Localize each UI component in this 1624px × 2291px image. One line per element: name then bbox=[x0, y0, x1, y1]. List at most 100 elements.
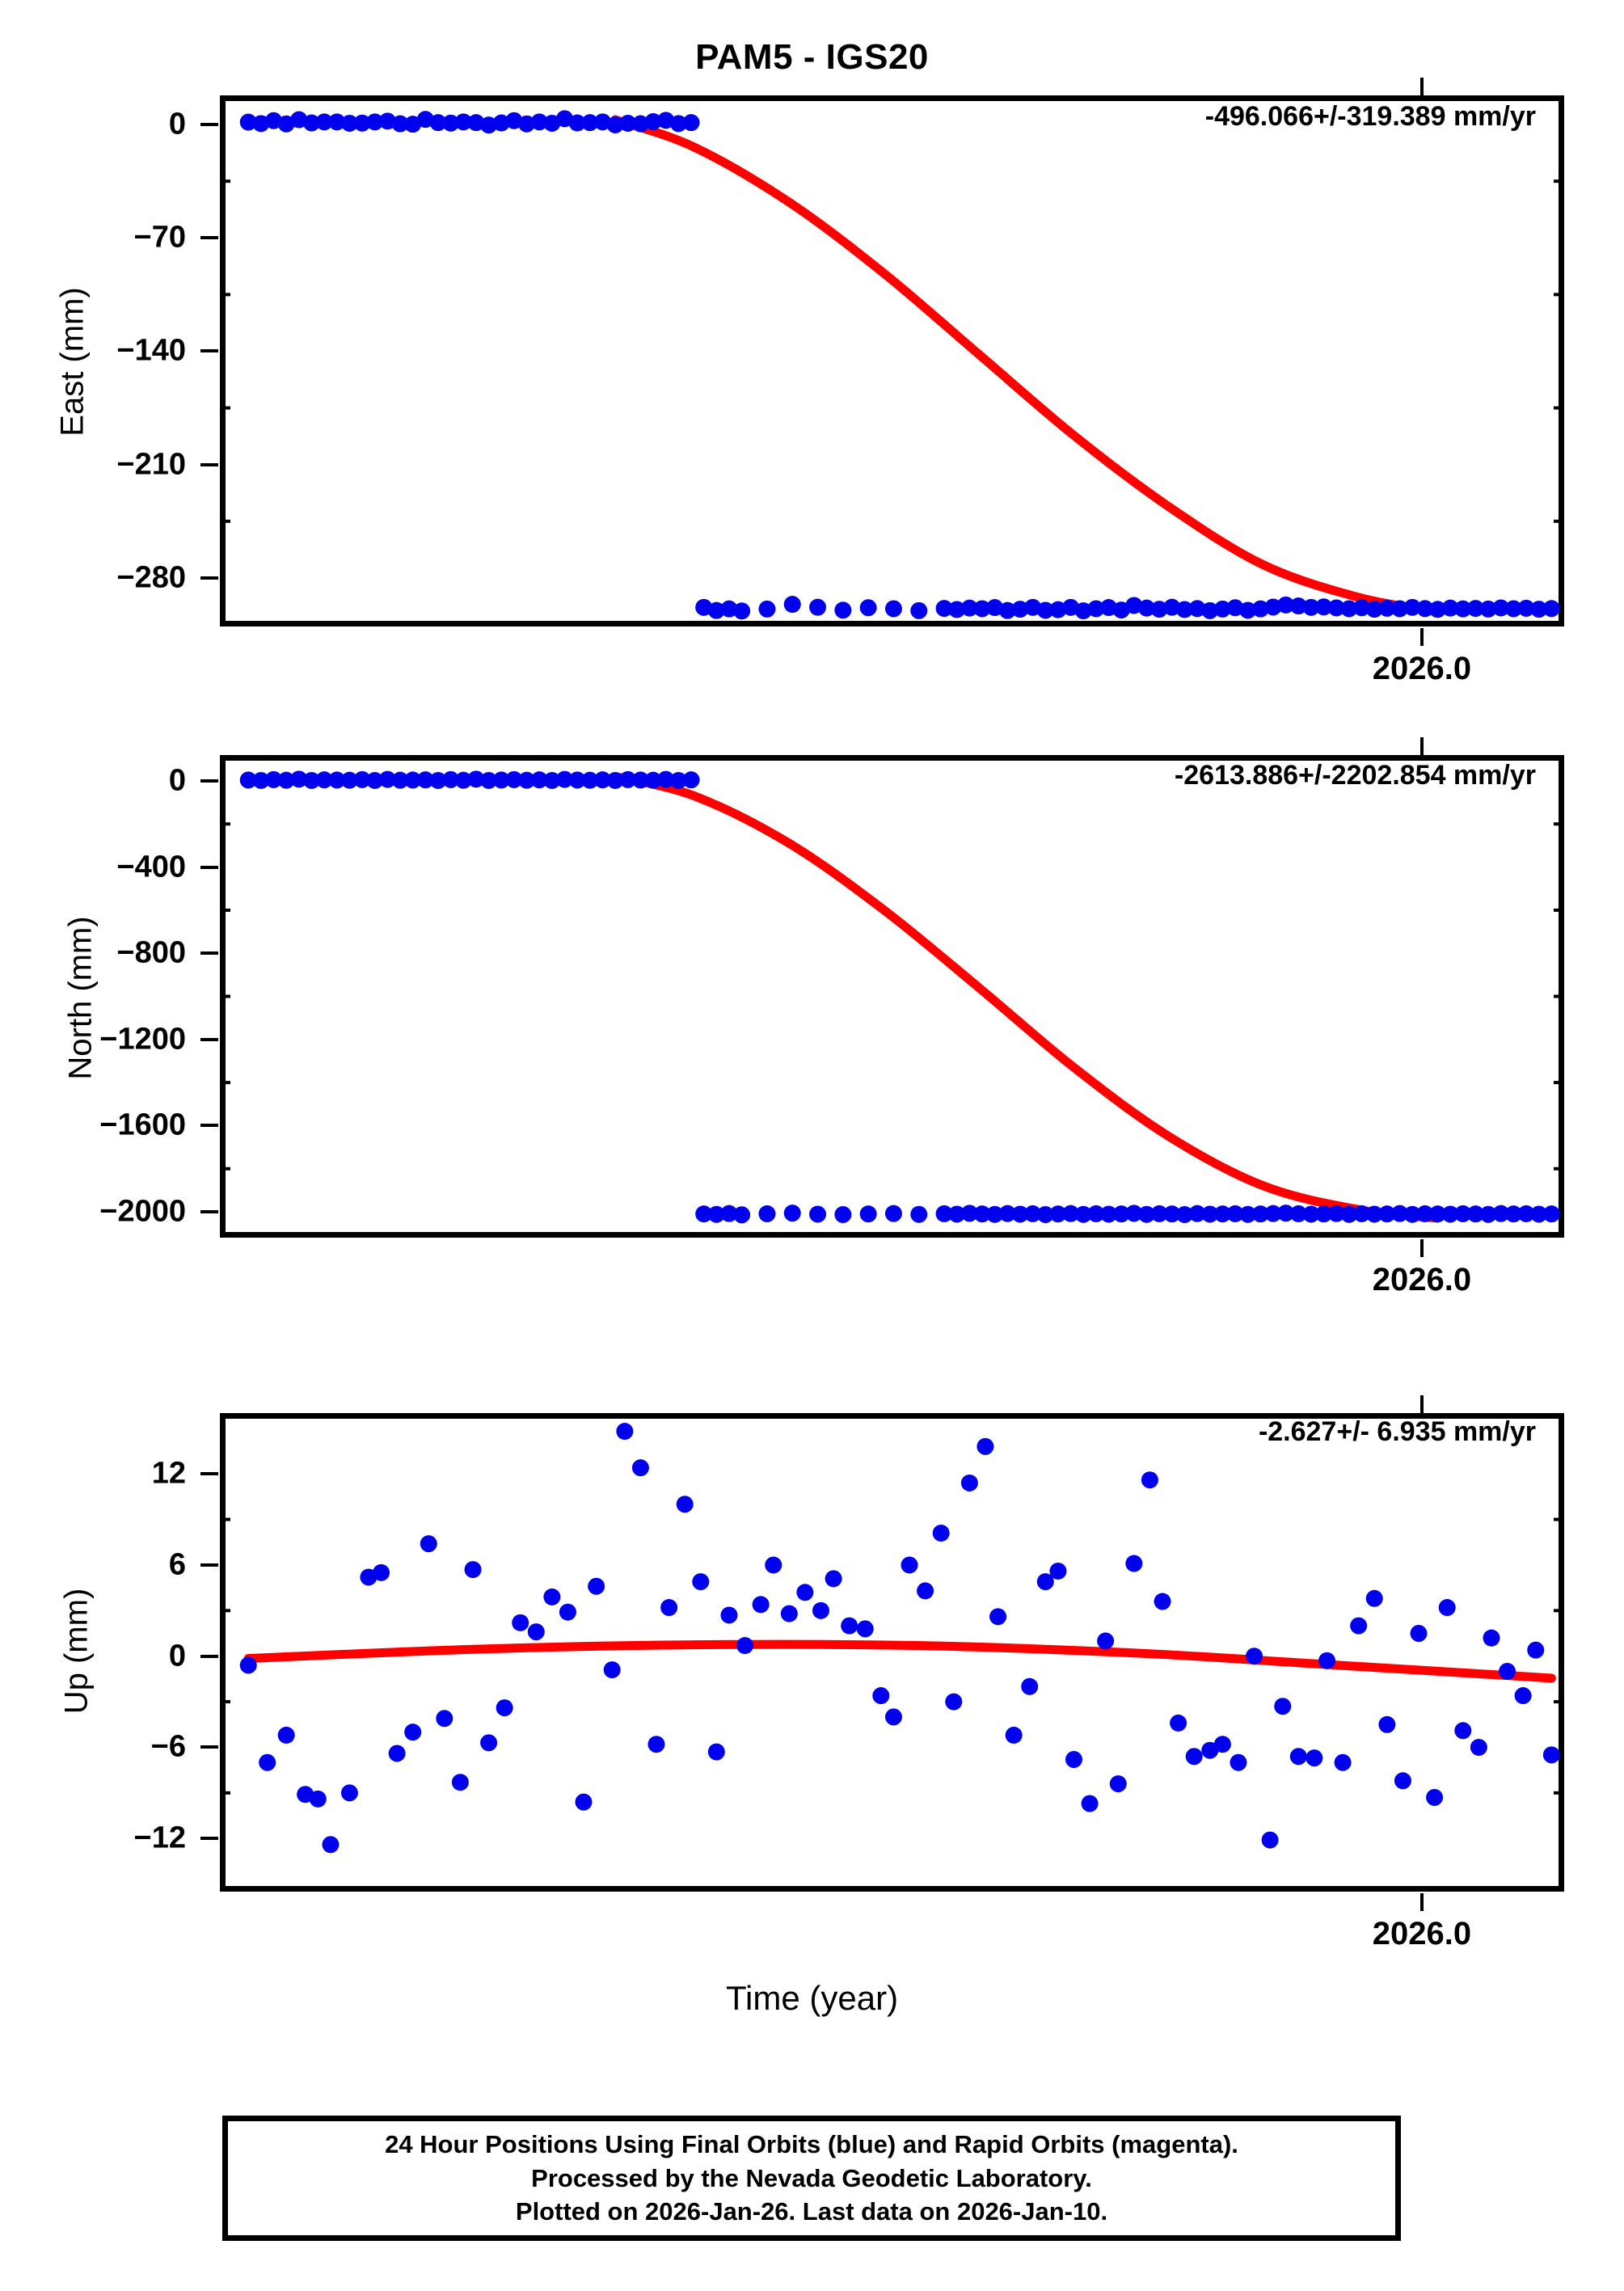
data-point bbox=[1365, 601, 1383, 618]
data-point bbox=[859, 599, 877, 617]
data-point bbox=[1062, 1205, 1080, 1222]
data-point bbox=[1428, 601, 1446, 618]
data-point bbox=[733, 602, 751, 620]
data-point bbox=[1011, 1205, 1029, 1223]
data-point bbox=[1416, 1205, 1434, 1222]
data-point bbox=[884, 1708, 902, 1726]
data-point bbox=[1470, 1738, 1487, 1756]
data-point bbox=[1315, 598, 1333, 616]
data-point bbox=[998, 1205, 1016, 1222]
data-point bbox=[328, 771, 346, 789]
data-point bbox=[1065, 1751, 1082, 1768]
east-x-tick-label: 2026.0 bbox=[1372, 651, 1472, 686]
data-point bbox=[388, 1745, 406, 1762]
data-point bbox=[809, 598, 827, 616]
data-point bbox=[1340, 600, 1358, 618]
data-point bbox=[783, 1205, 801, 1222]
data-point bbox=[1036, 1573, 1054, 1591]
data-point bbox=[660, 1599, 678, 1617]
data-point bbox=[309, 1790, 327, 1808]
data-point bbox=[340, 1784, 358, 1802]
data-point bbox=[1315, 1205, 1333, 1223]
data-point bbox=[901, 1556, 918, 1574]
data-point bbox=[989, 1608, 1007, 1626]
data-point bbox=[588, 1577, 605, 1595]
data-point bbox=[1201, 1741, 1219, 1759]
data-point bbox=[733, 1206, 751, 1224]
up-y-tick-label: −6 bbox=[150, 1729, 186, 1764]
data-point bbox=[707, 601, 725, 619]
data-point bbox=[932, 1524, 950, 1542]
data-point bbox=[960, 1474, 978, 1491]
data-point bbox=[1036, 1205, 1054, 1223]
data-point bbox=[606, 116, 624, 133]
data-point bbox=[252, 115, 270, 133]
data-point bbox=[265, 770, 283, 788]
up-x-tick-mark bbox=[1419, 1893, 1424, 1911]
north-x-tick-mark bbox=[1419, 1239, 1424, 1257]
data-point bbox=[239, 771, 257, 789]
data-point bbox=[720, 1606, 738, 1624]
data-point bbox=[1466, 1205, 1484, 1223]
up-fit-curve bbox=[243, 1639, 1556, 1683]
data-point bbox=[505, 770, 523, 788]
data-point bbox=[568, 114, 586, 132]
north-y-tick-label: −800 bbox=[116, 935, 186, 970]
data-point bbox=[1277, 1205, 1295, 1222]
data-point bbox=[1454, 600, 1472, 618]
data-point bbox=[669, 115, 687, 133]
up-data-points bbox=[239, 1423, 1560, 1854]
data-point bbox=[1378, 599, 1396, 617]
east-panel-frame bbox=[220, 95, 1564, 627]
data-point bbox=[436, 1710, 453, 1728]
north-y-tick-label: −2000 bbox=[99, 1194, 186, 1229]
data-point bbox=[1170, 1714, 1187, 1732]
data-point bbox=[1403, 1205, 1421, 1223]
data-point bbox=[998, 601, 1016, 619]
up-minor-ticks bbox=[220, 1517, 1564, 1795]
east-rate-annotation: -496.066+/-319.389 mm/yr bbox=[1204, 101, 1536, 132]
data-point bbox=[1246, 1648, 1263, 1665]
data-point bbox=[647, 1736, 665, 1753]
data-point bbox=[834, 1205, 852, 1223]
data-point bbox=[366, 113, 384, 131]
data-point bbox=[783, 596, 801, 614]
east-x-tick-mark bbox=[1419, 628, 1424, 646]
data-point bbox=[973, 600, 991, 618]
east-y-tick-label: −70 bbox=[133, 220, 186, 255]
data-point bbox=[1125, 1555, 1143, 1572]
up-y-tick-label: 12 bbox=[151, 1456, 186, 1491]
data-point bbox=[1542, 1205, 1560, 1223]
east-fit-curve bbox=[610, 115, 1442, 617]
data-point bbox=[631, 1459, 649, 1477]
data-point bbox=[859, 1205, 877, 1223]
data-point bbox=[631, 771, 649, 789]
data-point bbox=[1141, 1471, 1158, 1489]
data-point bbox=[464, 1561, 482, 1579]
data-point bbox=[682, 114, 700, 132]
north-minor-ticks bbox=[220, 822, 1564, 1171]
data-point bbox=[1302, 1205, 1320, 1223]
data-point bbox=[1125, 597, 1143, 614]
data-point bbox=[603, 1661, 621, 1679]
data-point bbox=[252, 771, 270, 789]
data-point bbox=[480, 771, 498, 789]
east-x-tick-mark-top bbox=[1419, 78, 1424, 95]
data-point bbox=[559, 1603, 576, 1621]
east-panel bbox=[220, 95, 1564, 627]
data-point bbox=[1492, 599, 1510, 617]
north-x-tick-mark-top bbox=[1419, 737, 1424, 755]
north-panel-frame bbox=[220, 755, 1564, 1238]
data-point bbox=[1365, 1205, 1383, 1223]
data-point bbox=[518, 771, 536, 789]
data-point bbox=[707, 1205, 725, 1223]
data-point bbox=[1150, 1205, 1168, 1222]
data-point bbox=[1289, 597, 1307, 615]
data-point bbox=[1530, 1205, 1548, 1223]
data-point bbox=[935, 1205, 953, 1222]
data-point bbox=[527, 1623, 545, 1641]
data-point bbox=[1087, 1205, 1105, 1222]
north-rate-annotation: -2613.886+/-2202.854 mm/yr bbox=[1174, 760, 1536, 791]
data-point bbox=[1261, 1831, 1279, 1849]
data-point bbox=[518, 115, 536, 133]
